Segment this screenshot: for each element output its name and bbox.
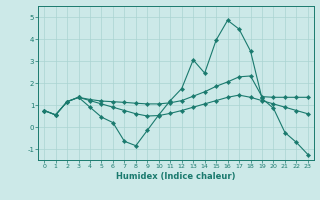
X-axis label: Humidex (Indice chaleur): Humidex (Indice chaleur) — [116, 172, 236, 181]
